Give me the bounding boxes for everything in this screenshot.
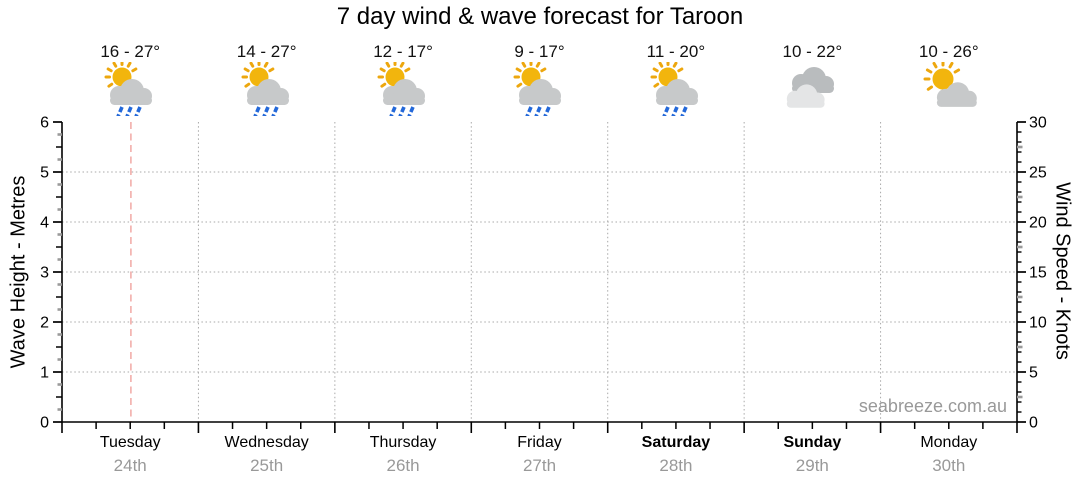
sun-cloud-rain-icon xyxy=(371,59,435,118)
right-axis-tick-label: 5 xyxy=(1029,365,1038,382)
right-axis-tick-label: 10 xyxy=(1029,315,1047,332)
sun-cloud-icon xyxy=(917,59,981,116)
left-axis-tick-label: 0 xyxy=(40,415,49,432)
left-axis-tick-label: 5 xyxy=(40,165,49,182)
day-date: 25th xyxy=(250,456,284,475)
right-axis-tick-label: 0 xyxy=(1029,415,1038,432)
day-name: Thursday xyxy=(369,434,437,451)
chart-title: 7 day wind & wave forecast for Taroon xyxy=(336,3,744,30)
sun-cloud-rain-icon xyxy=(507,59,571,118)
left-axis-tick-label: 3 xyxy=(40,265,49,282)
left-axis-tick-label: 2 xyxy=(40,315,49,332)
temperature-range: 14 - 27° xyxy=(236,42,297,61)
cloudy-icon xyxy=(780,62,844,116)
day-date: 24th xyxy=(113,456,147,475)
temperature-range: 9 - 17° xyxy=(514,42,565,61)
day-column-sunday: 10 - 22° Sunday 29th xyxy=(744,0,880,490)
day-column-wednesday: 14 - 27° Wednesday 25th xyxy=(198,0,334,490)
right-axis-tick-label: 30 xyxy=(1029,115,1047,132)
left-axis-tick-label: 4 xyxy=(40,215,49,232)
day-name: Saturday xyxy=(641,434,711,451)
right-axis-title: Wind Speed - Knots xyxy=(1051,182,1074,360)
day-date: 30th xyxy=(932,456,966,475)
day-date: 29th xyxy=(795,456,829,475)
day-column-friday: 9 - 17° Friday 27th xyxy=(471,0,607,490)
day-name: Tuesday xyxy=(99,434,161,451)
right-axis-tick-label: 20 xyxy=(1029,215,1047,232)
left-axis-tick-label: 1 xyxy=(40,365,49,382)
day-date: 27th xyxy=(522,456,557,475)
day-column-tuesday: 16 - 27° Tuesday 24th xyxy=(62,0,198,490)
left-axis-title: Wave Height - Metres xyxy=(7,175,30,369)
day-date: 28th xyxy=(659,456,693,475)
day-name: Wednesday xyxy=(224,434,309,451)
temperature-range: 10 - 26° xyxy=(918,42,979,61)
day-column-saturday: 11 - 20° Saturday 28th xyxy=(608,0,744,490)
left-axis-tick-label: 6 xyxy=(40,115,49,132)
day-date: 26th xyxy=(386,456,420,475)
right-axis-tick-label: 15 xyxy=(1029,265,1047,282)
day-column-monday: 10 - 26° Monday 30th xyxy=(881,0,1017,490)
temperature-range: 16 - 27° xyxy=(100,42,161,61)
sun-cloud-rain-icon xyxy=(235,59,299,118)
temperature-range: 11 - 20° xyxy=(646,42,706,61)
right-axis-tick-label: 25 xyxy=(1029,165,1047,182)
day-name: Monday xyxy=(920,434,978,451)
watermark: seabreeze.com.au xyxy=(858,396,1007,416)
sun-cloud-rain-icon xyxy=(644,59,708,118)
day-column-thursday: 12 - 17° Thursday 26th xyxy=(335,0,471,490)
temperature-range: 12 - 17° xyxy=(373,42,433,61)
day-name: Sunday xyxy=(783,434,842,451)
sun-cloud-rain-icon xyxy=(98,59,162,118)
temperature-range: 10 - 22° xyxy=(782,42,843,61)
day-name: Friday xyxy=(517,434,562,451)
